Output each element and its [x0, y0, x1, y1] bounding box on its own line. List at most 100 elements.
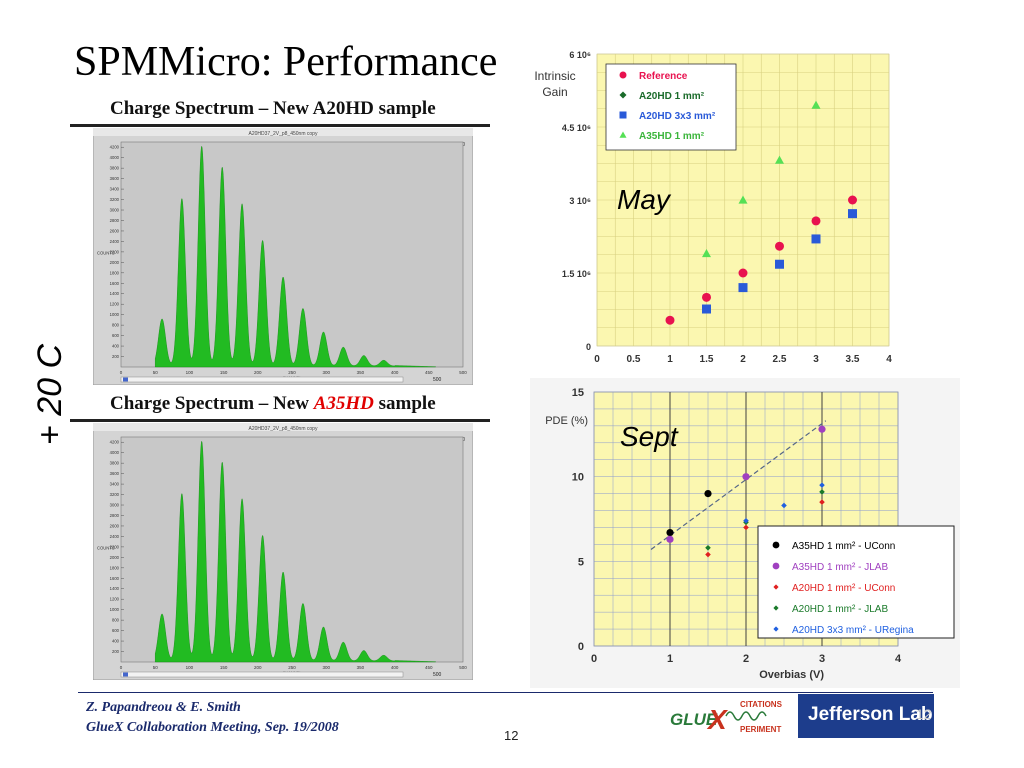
- spectrum-xtick-label: 350: [357, 370, 365, 375]
- spectrum-xtick-label: 150: [220, 370, 228, 375]
- gain-legend-label: Reference: [639, 71, 688, 82]
- charge-spectrum-top: A20HD37_2V_p8_450nm copy5004200400038003…: [93, 128, 473, 385]
- spectrum-window-titlebar: [93, 423, 473, 431]
- pde-legend-label: A20HD 1 mm² - JLAB: [792, 604, 888, 615]
- footer-rule: [78, 692, 933, 693]
- gain-legend-marker: [619, 131, 627, 138]
- spectrum-xtick-label: 200: [254, 665, 262, 670]
- spectrum-ytick-label: 3000: [110, 208, 120, 213]
- spectrum-bottom-title-suffix: sample: [373, 393, 436, 414]
- spectrum-ytick-label: 400: [112, 639, 120, 644]
- spectrum-ytick-label: 3400: [110, 482, 120, 487]
- spectrum-ytick-label: 800: [112, 618, 120, 623]
- pde-point: [818, 425, 826, 433]
- gain-legend-marker: [619, 91, 627, 99]
- pde-legend-marker: [772, 562, 780, 570]
- spectrum-xtick-label: 450: [425, 370, 433, 375]
- spectrum-ytick-label: 3600: [110, 176, 120, 181]
- gain-point: [665, 315, 675, 325]
- jefferson-lab-logo: Jefferson Lab 12: [798, 694, 934, 738]
- spectrum-window-title: A20HD37_2V_p8_450nm copy: [249, 131, 318, 137]
- spectrum-window-title: A20HD37_2V_p8_450nm copy: [249, 426, 318, 432]
- spectrum-ytick-label: 2400: [110, 239, 120, 244]
- spectrum-ytick-label: 1400: [110, 586, 120, 591]
- spectrum-scroll-thumb: [123, 377, 128, 382]
- gain-legend: Reference A20HD 1 mm² A20HD 3x3 mm² A35HD 1…: [605, 63, 737, 151]
- spectrum-ytick-label: 1800: [110, 270, 120, 275]
- pde-legend-label: A35HD 1 mm² - UConn: [792, 541, 895, 552]
- pde-xtick-label: 4: [895, 653, 902, 665]
- spectrum-top-rule: [70, 124, 490, 127]
- temperature-label: + 20 C: [18, 335, 98, 455]
- spectrum-xtick-label: 500: [459, 665, 467, 670]
- spectrum-ytick-label: 2800: [110, 513, 120, 518]
- gain-xtick-label: 0: [594, 354, 600, 365]
- gain-ytick-label: 6 10⁶: [569, 50, 591, 60]
- spectrum-ytick-label: 2000: [110, 555, 120, 560]
- spectrum-ylabel: COUNTS: [97, 251, 115, 256]
- gain-xtick-label: 1.5: [700, 354, 714, 365]
- spectrum-xtick-label: 50: [153, 370, 159, 375]
- spectrum-xtick-label: 400: [391, 665, 399, 670]
- jefferson-lab-overlay-number: 12: [916, 706, 932, 722]
- spectrum-top-title: Charge Spectrum – New A20HD sample: [110, 98, 436, 120]
- gain-legend-label: A20HD 3x3 mm²: [639, 111, 716, 122]
- spectrum-ytick-label: 400: [112, 344, 120, 349]
- gain-legend-marker: [619, 111, 627, 119]
- gain-xtick-label: 2.5: [773, 354, 787, 365]
- charge-spectrum-bottom: A20HD37_2V_p8_450nm copy5004200400038003…: [93, 423, 473, 680]
- spectrum-xtick-label: 400: [391, 370, 399, 375]
- pde-legend-marker: [773, 626, 779, 632]
- pde-legend-box: [757, 525, 955, 639]
- spectrum-plot-area: [120, 436, 464, 663]
- gluex-logo-x: X: [706, 704, 729, 735]
- pde-legend-label: A20HD 1 mm² - UConn: [792, 583, 895, 594]
- pde-ytick-label: 10: [572, 472, 584, 484]
- pde-point: [666, 528, 674, 537]
- spectrum-top-title-suffix: sample: [373, 98, 436, 119]
- spectrum-xtick-label: 250: [288, 665, 296, 670]
- pde-xtick-label: 0: [591, 653, 597, 665]
- spectrum-scrollbar: [120, 376, 404, 383]
- gain-point: [848, 209, 857, 219]
- pde-legend-marker: [772, 541, 780, 549]
- gain-legend-box: [605, 63, 737, 151]
- gain-point: [702, 292, 711, 302]
- gain-ylabel-line2: Gain: [542, 85, 567, 99]
- pde-legend-marker: [773, 605, 779, 611]
- pde-fit-line: [650, 420, 827, 550]
- spectrum-ytick-label: 1200: [110, 597, 120, 602]
- gain-point: [738, 268, 748, 278]
- spectrum-ytick-label: 2200: [110, 249, 120, 254]
- pde-legend-label: A35HD 1 mm² - JLAB: [792, 562, 888, 573]
- gluex-logo-wave-icon: [725, 711, 767, 721]
- spectrum-ytick-label: 2800: [110, 218, 120, 223]
- spectrum-ytick-label: 2600: [110, 523, 120, 528]
- pde-legend: A35HD 1 mm² - UConn A35HD 1 mm² - JLAB A20…: [757, 525, 955, 639]
- gluex-logo-top: CITATIONS: [740, 700, 783, 709]
- pde-point: [742, 473, 750, 481]
- spectrum-ytick-label: 1400: [110, 291, 120, 296]
- gain-legend-label: A35HD 1 mm²: [639, 131, 705, 142]
- spectrum-ytick-label: 4000: [110, 450, 120, 455]
- gain-point: [702, 249, 711, 258]
- pde-ylabel: PDE (%): [545, 415, 588, 427]
- spectrum-xtick-label: 100: [186, 370, 194, 375]
- pde-point: [705, 551, 711, 558]
- spectrum-top-sample: A20HD: [312, 98, 374, 119]
- spectrum-ytick-label: 3000: [110, 503, 120, 508]
- gain-ylabel-line1: Intrinsic: [534, 69, 575, 83]
- page-number: 12: [504, 728, 519, 743]
- spectrum-bottom-title-prefix: Charge Spectrum – New: [110, 393, 314, 414]
- spectrum-xtick-label: 300: [322, 665, 330, 670]
- spectrum-ytick-label: 3200: [110, 492, 120, 497]
- pde-annotation: Sept: [620, 421, 679, 452]
- spectrum-top-title-prefix: Charge Spectrum – New: [110, 98, 313, 119]
- slide-title: SPMMicro: Performance: [74, 39, 498, 85]
- pde-point: [704, 490, 712, 498]
- spectrum-ylabel: COUNTS: [97, 546, 115, 551]
- spectrum-ytick-label: 4000: [110, 155, 120, 160]
- gain-ytick-label: 0: [586, 342, 591, 352]
- spectrum-ytick-label: 1000: [110, 607, 120, 612]
- spectrum-xtick-label: 150: [220, 665, 228, 670]
